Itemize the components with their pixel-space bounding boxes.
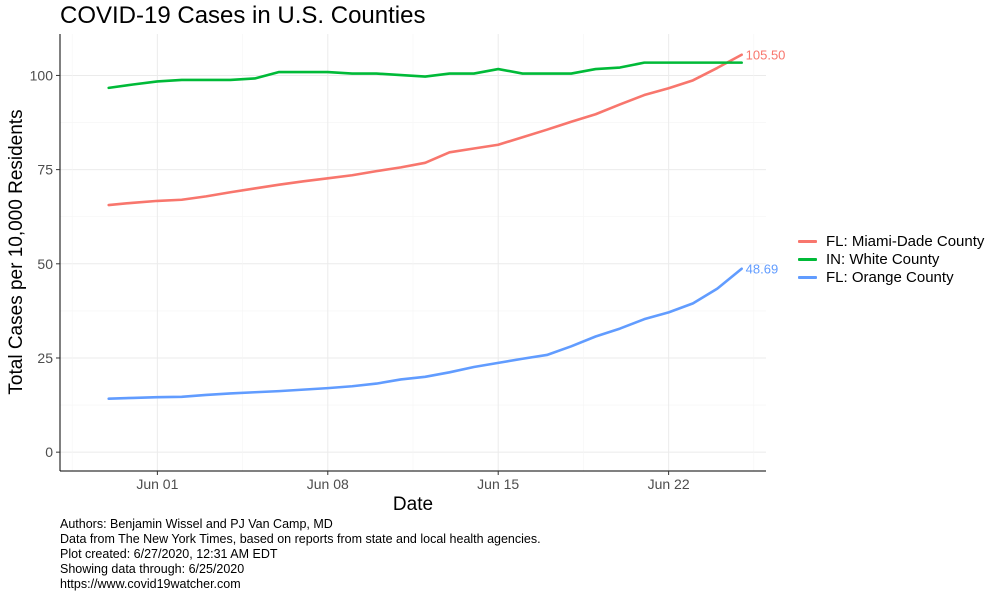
- caption-source: Data from The New York Times, based on r…: [60, 532, 541, 546]
- caption-url: https://www.covid19watcher.com: [60, 577, 241, 591]
- series-line-0: [107, 53, 743, 207]
- x-tick-label: Jun 01: [136, 476, 178, 492]
- chart-title: COVID-19 Cases in U.S. Counties: [60, 2, 426, 29]
- x-tick-label: Jun 15: [477, 476, 519, 492]
- y-tick-label: 75: [37, 162, 53, 178]
- legend-label: IN: White County: [826, 250, 940, 268]
- legend-item: IN: White County: [798, 250, 984, 268]
- legend-swatch: [798, 275, 817, 279]
- caption-created: Plot created: 6/27/2020, 12:31 AM EDT: [60, 547, 278, 561]
- series-line-2: [107, 267, 743, 400]
- gridlines: [60, 34, 766, 471]
- series-line-1: [107, 61, 743, 90]
- legend-label: FL: Miami-Dade County: [826, 232, 985, 250]
- series-lines: [107, 53, 743, 400]
- end-label-2: 48.69: [746, 262, 779, 277]
- axes: [59, 34, 766, 472]
- caption-authors: Authors: Benjamin Wissel and PJ Van Camp…: [60, 517, 333, 531]
- legend-label: FL: Orange County: [826, 268, 954, 286]
- legend-swatch: [798, 239, 817, 243]
- caption: Authors: Benjamin Wissel and PJ Van Camp…: [60, 517, 541, 592]
- x-axis-label: Date: [393, 494, 433, 515]
- y-tick-label: 0: [45, 444, 53, 460]
- x-tick-label: Jun 22: [648, 476, 690, 492]
- y-axis-label: Total Cases per 10,000 Residents: [6, 109, 27, 394]
- caption-data-through: Showing data through: 6/25/2020: [60, 562, 245, 576]
- x-tick-label: Jun 08: [307, 476, 349, 492]
- legend: FL: Miami-Dade County IN: White County FL:…: [798, 232, 984, 286]
- end-label-0: 105.50: [746, 48, 786, 63]
- y-tick-label: 25: [37, 350, 53, 366]
- ticks: 0 25 50 75 100 Jun 01 Jun 08 Jun 15 Jun 22: [30, 67, 690, 492]
- end-labels: 105.50 48.69: [746, 48, 786, 277]
- y-tick-label: 50: [37, 256, 53, 272]
- legend-swatch: [798, 257, 817, 261]
- legend-item: FL: Orange County: [798, 268, 984, 286]
- legend-item: FL: Miami-Dade County: [798, 232, 984, 250]
- y-tick-label: 100: [30, 67, 54, 83]
